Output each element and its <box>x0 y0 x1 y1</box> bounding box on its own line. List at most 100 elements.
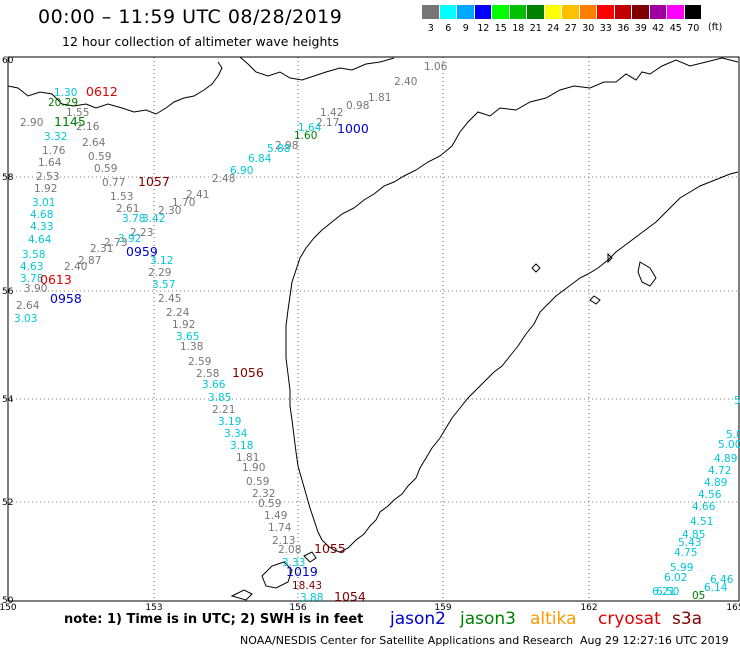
legend-label: 30 <box>582 23 595 34</box>
wave-height-label: 5.88 <box>267 143 290 155</box>
wave-height-label: 0.59 <box>88 151 111 163</box>
latitude-label: 60 <box>2 56 14 66</box>
wave-height-label: 3.19 <box>218 416 241 428</box>
legend-bin: 9 <box>457 5 475 34</box>
wave-height-label: 3.03 <box>14 313 37 325</box>
wave-height-label: 3.01 <box>32 197 55 209</box>
pass-time-label: 1055 <box>314 541 346 556</box>
wave-height-label: 3.65 <box>176 331 199 343</box>
pass-time-label: 1000 <box>337 121 369 136</box>
wave-height-label: 2.64 <box>16 300 40 312</box>
legend-bin: 30 <box>579 5 597 34</box>
wave-height-label: 2.29 <box>148 267 171 279</box>
wave-height-label: 4.89 <box>714 453 737 465</box>
wave-height-label: 0.59 <box>94 163 117 175</box>
legend-bin: 70 <box>684 5 702 34</box>
wave-height-label: 3.78 <box>122 213 145 225</box>
island-outline <box>261 561 293 589</box>
longitude-label: 153 <box>145 603 162 613</box>
legend-label: 18 <box>512 23 525 34</box>
pass-time-label: 0613 <box>40 272 72 287</box>
legend-bin: 12 <box>474 5 492 34</box>
legend-label: 21 <box>529 23 542 34</box>
wave-height-label: 6.21 <box>652 586 675 598</box>
wave-height-label: 2.40 <box>64 261 87 273</box>
wave-height-label: 3.32 <box>44 131 67 143</box>
legend-label: 36 <box>617 23 630 34</box>
observation-layer: 1.062.401.810.981.422.1710001.641.602.98… <box>14 61 740 604</box>
wave-height-label: 5. <box>734 395 740 407</box>
legend-swatch <box>544 5 562 19</box>
legend-label: 9 <box>462 23 469 34</box>
wave-height-label: 4.51 <box>690 516 713 528</box>
latitude-label: 52 <box>2 498 13 508</box>
mission-altika: altika <box>530 609 577 629</box>
footer-note: note: 1) Time is in UTC; 2) SWH is in fe… <box>64 612 364 627</box>
legend-bin: 15 <box>492 5 510 34</box>
legend-label: 15 <box>494 23 507 34</box>
wave-height-label: 1.60 <box>294 130 317 142</box>
legend-label: 12 <box>477 23 490 34</box>
island-outline <box>637 261 657 287</box>
color-legend: 3 6 9 12 15 18 21 24 27 30 33 36 39 42 45 70 <box>422 5 702 34</box>
wave-height-label: 2.98 <box>275 140 298 152</box>
wave-height-label: 6.50 <box>656 586 679 598</box>
pass-time-label: 1056 <box>232 365 264 380</box>
legend-label: 6 <box>445 23 452 34</box>
wave-height-label: 1.70 <box>172 197 195 209</box>
wave-height-label: 2.31 <box>90 243 113 255</box>
wave-height-label: 18.43 <box>292 580 322 592</box>
map-frame <box>7 56 740 602</box>
legend-bin: 39 <box>632 5 650 34</box>
legend-swatch <box>684 5 702 19</box>
wave-height-label: 4.72 <box>708 465 731 477</box>
wave-height-label: 2.87 <box>78 255 101 267</box>
latitude-label: 56 <box>2 287 14 297</box>
legend-bin: 33 <box>597 5 615 34</box>
wave-height-label: 1.90 <box>242 462 265 474</box>
legend-bin: 42 <box>649 5 667 34</box>
wave-height-label: 2.58 <box>196 368 219 380</box>
island-outline <box>230 589 253 601</box>
wave-height-label: 4.56 <box>698 489 722 501</box>
wave-height-label: 5.43 <box>678 537 701 549</box>
wave-height-label: 05 <box>692 590 705 602</box>
wave-height-label: 1.30 <box>54 87 77 99</box>
legend-swatch <box>579 5 597 19</box>
legend-swatch <box>527 5 545 19</box>
legend-label: 24 <box>547 23 560 34</box>
legend-swatch <box>509 5 527 19</box>
wave-height-label: 6.02 <box>664 572 687 584</box>
legend-label: 27 <box>564 23 577 34</box>
wave-height-label: 2.30 <box>158 205 181 217</box>
pass-time-label: 1057 <box>138 174 170 189</box>
legend-bin: 27 <box>562 5 580 34</box>
wave-height-label: 3.34 <box>224 428 248 440</box>
wave-height-label: 4.64 <box>28 234 52 246</box>
wave-height-label: 1.64 <box>298 122 322 134</box>
wave-height-label: 3.57 <box>152 279 175 291</box>
footer-credit: NOAA/NESDIS Center for Satellite Applica… <box>240 634 574 647</box>
legend-bin: 6 <box>439 5 457 34</box>
island-outline <box>607 252 613 264</box>
wave-height-label: 1.81 <box>236 452 259 464</box>
wave-height-label: 1.06 <box>424 61 448 73</box>
wave-height-label: 1.92 <box>172 319 195 331</box>
wave-height-label: 4.33 <box>30 221 53 233</box>
legend-label: 3 <box>427 23 434 34</box>
wave-height-label: 2.17 <box>316 117 339 129</box>
wave-height-label: 3.42 <box>142 213 165 225</box>
longitude-label: 159 <box>434 603 451 613</box>
wave-height-label: 2.08 <box>278 544 301 556</box>
island-outline <box>531 263 541 273</box>
wave-height-label: 1.76 <box>42 145 66 157</box>
latitude-label: 58 <box>2 173 14 183</box>
wave-height-label: 2.24 <box>166 307 190 319</box>
legend-swatch <box>492 5 510 19</box>
latitude-label: 54 <box>2 395 14 405</box>
legend-swatch <box>597 5 615 19</box>
wave-height-label: 4.66 <box>692 501 716 513</box>
wave-height-label: 3.18 <box>230 440 253 452</box>
legend-swatch <box>562 5 580 19</box>
mission-s3a: s3a <box>672 609 703 629</box>
